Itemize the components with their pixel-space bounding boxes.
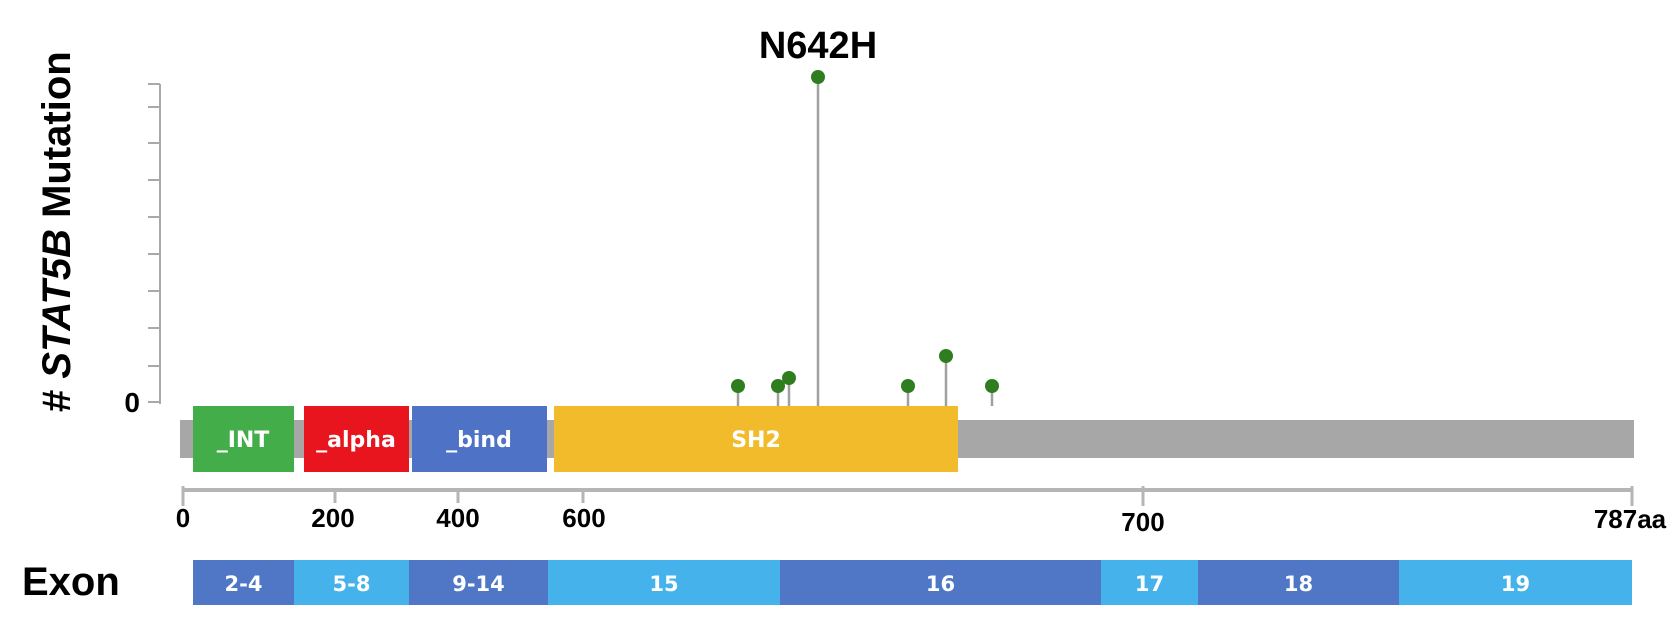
exon-box-6: [1198, 560, 1399, 605]
y-axis-label: # STAT5B Mutation: [35, 51, 79, 412]
domain-sh2-label: SH2: [731, 428, 781, 453]
exon-label-4: 16: [926, 572, 955, 596]
mutation-head-3: [811, 70, 825, 84]
exon-label-2: 9-14: [452, 572, 505, 596]
mutation-annotation-n642h: N642H: [759, 25, 877, 67]
domain-sh2: SH2: [554, 406, 958, 472]
domain-int: _INT: [193, 406, 294, 472]
y-axis: [148, 83, 161, 404]
x-tick-label-400: 400: [436, 503, 479, 533]
exon-box-3: [548, 560, 780, 605]
domain-bind-label: _bind: [446, 428, 512, 453]
exon-box-1: [294, 560, 409, 605]
exon-box-4: [780, 560, 1101, 605]
exon-label-1: 5-8: [333, 572, 371, 596]
exon-label-3: 15: [649, 572, 678, 596]
mutation-head-4: [901, 379, 915, 393]
y-axis-label-suffix: Mutation: [35, 51, 79, 229]
mutation-head-5: [939, 349, 953, 363]
mutation-head-0: [731, 379, 745, 393]
y-axis-label-prefix: #: [35, 379, 79, 412]
exon-track: 2-4 5-8 9-14 15 16 17 18 19: [193, 560, 1632, 605]
x-tick-label-200: 200: [311, 503, 354, 533]
exon-box-0: [193, 560, 294, 605]
exon-label-7: 19: [1501, 572, 1530, 596]
mutation-head-2: [782, 371, 796, 385]
x-tick-label-700: 700: [1121, 507, 1164, 537]
domain-alpha: _alpha: [304, 406, 409, 472]
exon-track-label: Exon: [22, 560, 120, 604]
domain-sh2-box: [554, 406, 958, 472]
exon-label-6: 18: [1284, 572, 1313, 596]
x-tick-label-600: 600: [562, 503, 605, 533]
domain-bind: _bind: [412, 406, 547, 472]
exon-label-0: 2-4: [225, 572, 263, 596]
domain-bind-box: [412, 406, 547, 472]
y-axis-label-gene: STAT5B: [35, 229, 79, 379]
domain-int-label: _INT: [217, 428, 270, 453]
x-tick-label-787aa: 787aa: [1594, 504, 1667, 534]
exon-box-5: [1101, 560, 1198, 605]
exon-box-2: [409, 560, 548, 605]
mutation-head-6: [985, 379, 999, 393]
y-tick-label-0: 0: [124, 387, 140, 418]
mutation-lollipops: [731, 70, 999, 406]
exon-label-5: 17: [1135, 572, 1164, 596]
domain-alpha-box: [304, 406, 409, 472]
domain-int-box: [193, 406, 294, 472]
x-tick-label-0: 0: [176, 503, 190, 533]
mutation-head-1: [771, 379, 785, 393]
domain-alpha-label: _alpha: [316, 428, 396, 453]
exon-box-7: [1399, 560, 1632, 605]
